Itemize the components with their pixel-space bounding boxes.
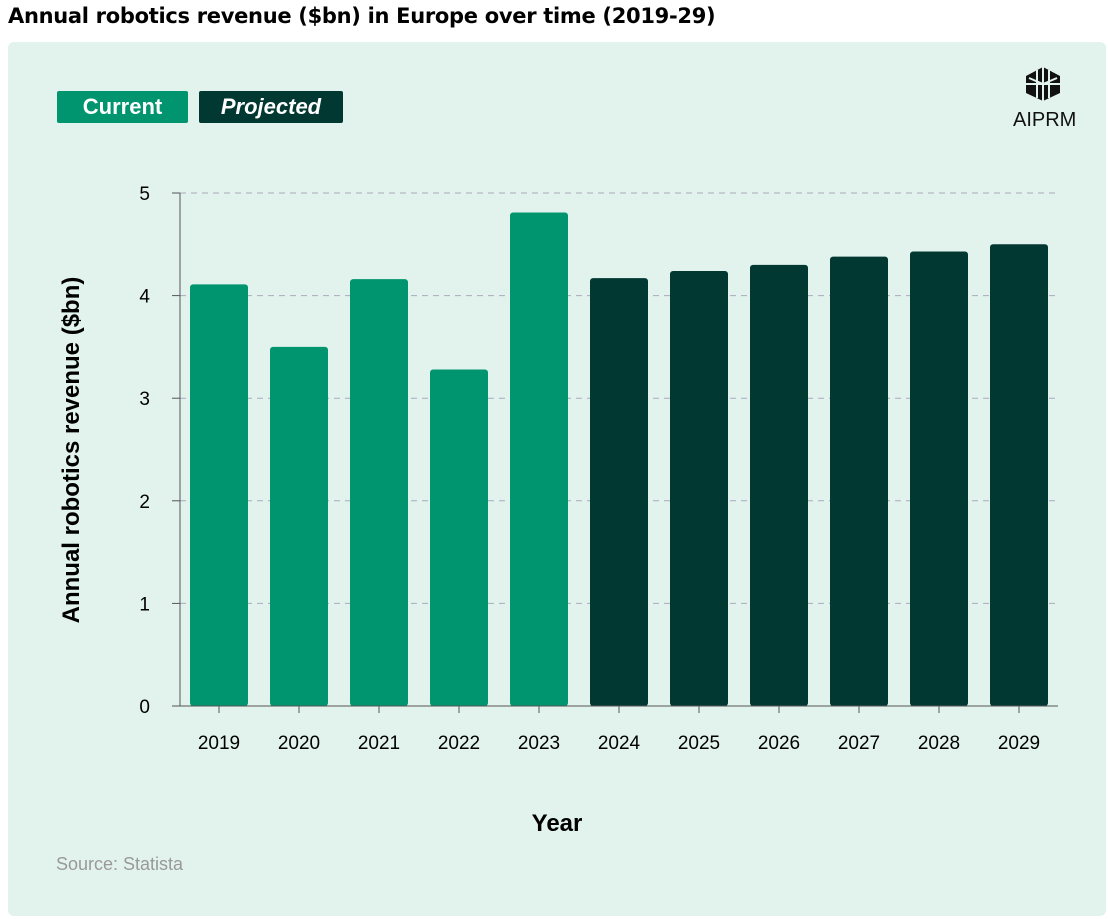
x-tick-label: 2024 — [598, 733, 641, 754]
y-tick-label: 4 — [139, 287, 150, 308]
y-tick-label: 3 — [139, 389, 150, 410]
x-tick-label: 2029 — [998, 733, 1040, 754]
x-tick-label: 2026 — [758, 733, 800, 754]
legend-projected: Projected — [199, 91, 343, 123]
legend-current: Current — [57, 91, 188, 123]
logo-icon — [1026, 67, 1060, 101]
x-tick-label: 2019 — [198, 733, 240, 754]
bar-2023 — [510, 212, 568, 706]
y-tick-label: 5 — [139, 184, 150, 205]
x-axis-label: Year — [532, 810, 583, 837]
x-tick-label: 2021 — [358, 733, 400, 754]
bar-2026 — [750, 264, 808, 706]
source-note: Source: Statista — [56, 854, 184, 874]
bar-2021 — [350, 279, 408, 706]
logo-text: AIPRM — [1013, 109, 1077, 131]
x-tick-label: 2025 — [678, 733, 720, 754]
y-tick-label: 1 — [139, 594, 150, 615]
bar-2027 — [830, 256, 888, 706]
y-axis-label: Annual robotics revenue ($bn) — [58, 277, 85, 624]
y-tick-label: 2 — [139, 492, 150, 513]
bar-2029 — [990, 244, 1048, 707]
bar-2020 — [270, 346, 328, 706]
x-tick-label: 2022 — [438, 733, 480, 754]
bar-2019 — [190, 284, 248, 706]
bar-2024 — [590, 278, 648, 706]
x-tick-label: 2027 — [838, 733, 880, 754]
bar-2028 — [910, 251, 968, 706]
y-tick-label: 0 — [139, 697, 150, 718]
x-tick-label: 2020 — [278, 733, 320, 754]
bar-2025 — [670, 270, 728, 706]
chart-title: Annual robotics revenue ($bn) in Europe … — [8, 4, 716, 28]
bar-2022 — [430, 369, 488, 706]
aiprm-logo: AIPRM — [1013, 66, 1077, 132]
x-tick-label: 2028 — [918, 733, 960, 754]
x-tick-label: 2023 — [518, 733, 560, 754]
